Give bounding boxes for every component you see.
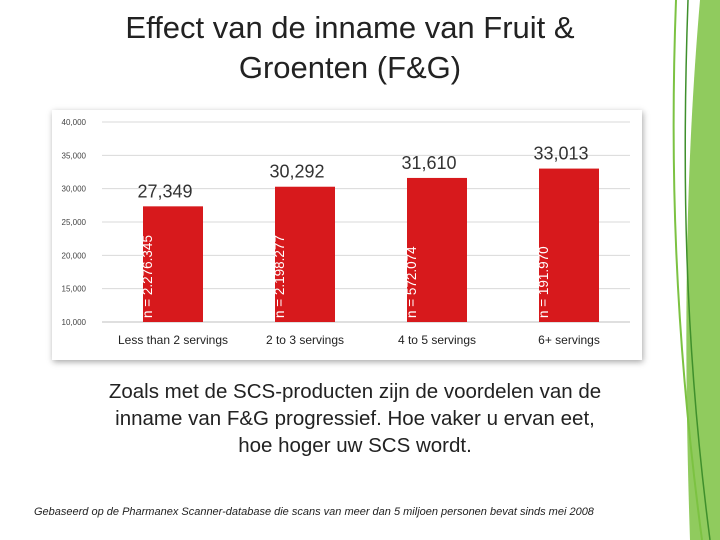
bar-chart: 10,000 15,000 20,000 25,000 30,000 35,000 40,0… (62, 118, 630, 347)
data-label: 31,610 (401, 153, 456, 173)
data-label: 27,349 (137, 181, 192, 201)
chart-container: 10,000 15,000 20,000 25,000 30,000 35,000 40,0… (52, 110, 642, 360)
x-tick-label: 6+ servings (538, 333, 600, 347)
x-tick-label: 2 to 3 servings (266, 333, 344, 347)
caption-line-2: inname van F&G progressief. Hoe vaker u … (115, 407, 595, 430)
bar (539, 168, 599, 322)
green-swoosh-decoration (672, 0, 720, 540)
y-tick-label: 40,000 (62, 118, 87, 127)
caption-line-3: hoe hoger uw SCS wordt. (238, 434, 472, 457)
x-tick-label: 4 to 5 servings (398, 333, 476, 347)
y-tick-label: 10,000 (62, 318, 87, 327)
y-tick-label: 15,000 (62, 285, 87, 294)
y-tick-label: 35,000 (62, 151, 87, 160)
caption-line-1: Zoals met de SCS-producten zijn de voord… (108, 380, 602, 403)
swoosh-line-2 (684, 0, 711, 540)
bar-annotation: n = 572.074 (404, 246, 419, 318)
swoosh-line-1 (672, 0, 703, 540)
caption: Zoals met de SCS-producten zijn de voord… (40, 378, 670, 459)
y-tick-label: 30,000 (62, 185, 87, 194)
y-tick-label: 25,000 (62, 218, 87, 227)
bar-annotation: n = 191.970 (536, 246, 551, 318)
footnote: Gebaseerd op de Pharmanex Scanner-databa… (34, 506, 594, 518)
bar (143, 206, 203, 322)
bar-annotation: n = 2.198.277 (272, 235, 287, 318)
slide-title: Effect van de inname van Fruit & Groente… (40, 8, 660, 88)
swoosh-fill (686, 0, 720, 540)
y-tick-label: 20,000 (62, 251, 87, 260)
title-line-2: Groenten (F&G) (238, 50, 462, 85)
x-tick-label: Less than 2 servings (118, 333, 228, 347)
bar (407, 177, 467, 322)
data-label: 33,013 (533, 144, 588, 164)
title-line-1: Effect van de inname van Fruit & (125, 10, 575, 45)
data-label: 30,292 (269, 162, 324, 182)
bar-annotation: n = 2.276.345 (140, 235, 155, 318)
bar (275, 186, 335, 322)
